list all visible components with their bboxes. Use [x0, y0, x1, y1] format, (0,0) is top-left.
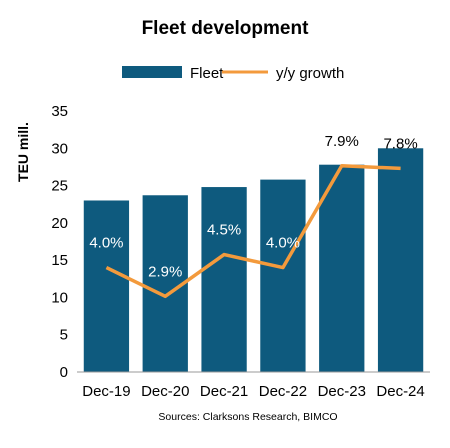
legend: Fleet y/y growth: [122, 65, 344, 82]
x-tick-label: Dec-23: [318, 383, 366, 400]
legend-label-fleet: Fleet: [190, 65, 224, 82]
x-tick-label: Dec-24: [376, 383, 424, 400]
x-tick-label: Dec-20: [141, 383, 189, 400]
line-series-growth: [105, 164, 401, 299]
growth-data-label: 4.0%: [89, 235, 123, 252]
x-tick-label: Dec-21: [200, 383, 248, 400]
growth-data-label: 4.0%: [266, 235, 300, 252]
y-tick-label: 0: [60, 364, 68, 381]
y-tick-label: 15: [51, 252, 68, 269]
x-tick-label: Dec-22: [259, 383, 307, 400]
bar-series-fleet: [83, 148, 424, 372]
legend-label-growth: y/y growth: [276, 65, 344, 82]
y-tick-label: 25: [51, 178, 68, 195]
growth-line: [105, 164, 401, 299]
bar-dec-21: [201, 187, 247, 372]
growth-data-label: 7.9%: [325, 133, 359, 150]
x-axis-ticks: Dec-19 Dec-20 Dec-21 Dec-22 Dec-23 Dec-24: [82, 383, 425, 400]
y-tick-label: 5: [60, 327, 68, 344]
legend-swatch-fleet: [122, 66, 182, 78]
growth-data-label: 7.8%: [383, 135, 417, 152]
x-tick-label: Dec-19: [82, 383, 130, 400]
bar-dec-19: [83, 200, 130, 372]
y-tick-label: 30: [51, 140, 68, 157]
growth-data-label: 4.5%: [207, 222, 241, 239]
y-tick-label: 20: [51, 215, 68, 232]
growth-data-labels: 4.0% 2.9% 4.5% 4.0% 7.9% 7.8%: [89, 133, 417, 281]
chart-title: Fleet development: [142, 18, 309, 39]
bar-dec-23: [319, 164, 365, 372]
y-tick-label: 10: [51, 289, 68, 306]
source-note: Sources: Clarksons Research, BIMCO: [158, 411, 337, 423]
y-tick-label: 35: [51, 103, 68, 120]
y-axis-ticks: 0 5 10 15 20 25 30 35: [51, 103, 68, 381]
bar-dec-24: [377, 148, 424, 372]
bar-dec-22: [260, 179, 306, 372]
growth-data-label: 2.9%: [148, 263, 182, 280]
y-axis-label: TEU mill.: [15, 122, 31, 182]
